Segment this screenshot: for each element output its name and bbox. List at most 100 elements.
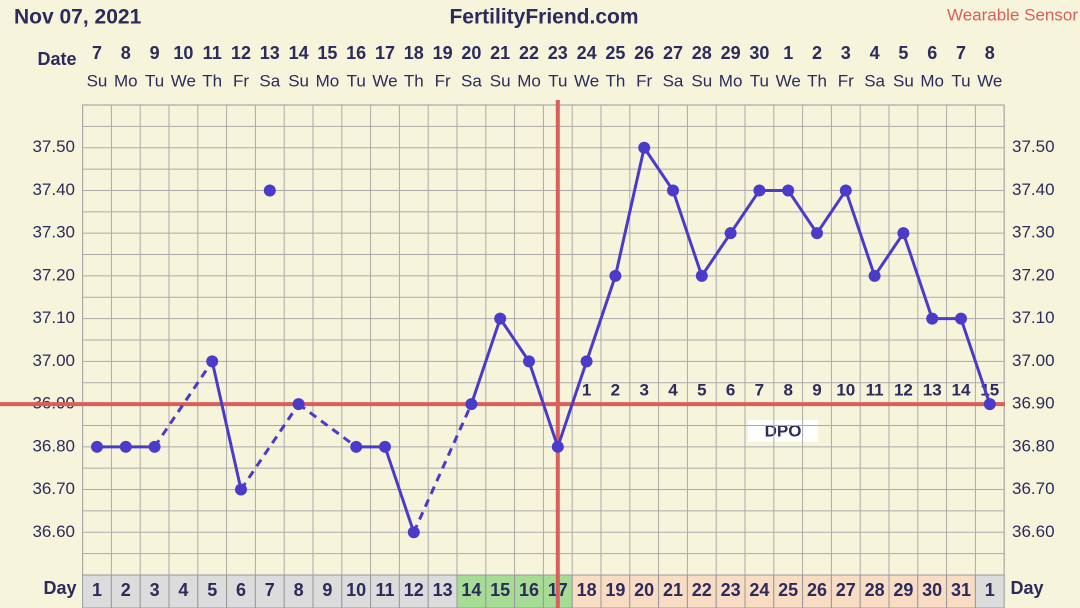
y-tick-label-right: 37.50	[1012, 137, 1055, 156]
temp-point	[379, 440, 391, 453]
day-number: 6	[236, 580, 246, 600]
day-cell	[946, 574, 976, 608]
weekday: We	[171, 71, 196, 90]
day-cell	[773, 574, 804, 608]
date-number: 18	[404, 43, 424, 63]
dashed-connector	[239, 403, 300, 491]
y-tick-label: 37.30	[32, 223, 75, 242]
day-number: 19	[605, 580, 625, 600]
temp-point	[350, 440, 363, 453]
dashed-connector	[153, 360, 214, 448]
weekday: Mo	[719, 71, 743, 90]
temp-point	[667, 184, 679, 197]
weekday: Th	[404, 71, 424, 90]
temp-point	[868, 269, 881, 282]
dpo-label: DPO	[765, 421, 802, 440]
dpo-number: 3	[639, 380, 648, 399]
day-number: 20	[634, 580, 654, 600]
y-tick-label-right: 36.90	[1012, 394, 1055, 413]
temp-point	[811, 227, 823, 240]
date-number: 8	[121, 43, 131, 63]
temp-point	[839, 184, 852, 197]
date-number: 29	[721, 43, 741, 63]
dpo-number: 4	[668, 380, 678, 399]
day-number: 30	[922, 580, 942, 600]
weekday: We	[372, 71, 397, 90]
day-cell	[802, 574, 832, 608]
date-number: 22	[519, 43, 539, 63]
dpo-number: 5	[697, 380, 706, 399]
temp-point	[292, 398, 305, 411]
temp-point	[955, 312, 967, 325]
temp-line	[210, 361, 243, 490]
day-cell	[226, 574, 256, 608]
day-label: Day	[1010, 578, 1043, 598]
date-number: 6	[927, 43, 937, 63]
date-number: 11	[203, 43, 222, 63]
day-cell	[859, 574, 890, 608]
day-cell	[312, 574, 343, 608]
dpo-number: 11	[866, 380, 884, 399]
temp-point	[695, 269, 708, 282]
temp-point	[206, 355, 219, 368]
day-number: 13	[433, 580, 453, 600]
date-number: 15	[317, 43, 337, 63]
weekday: Mo	[920, 71, 944, 90]
day-number: 1	[985, 580, 995, 600]
date-number: 17	[375, 43, 395, 63]
y-tick-label: 37.50	[32, 137, 75, 156]
day-number: 24	[749, 580, 769, 600]
date-number: 4	[870, 43, 880, 63]
date-number: 13	[260, 43, 280, 63]
weekday: Su	[691, 71, 712, 90]
day-cell	[600, 574, 631, 608]
y-tick-label: 37.20	[32, 265, 75, 284]
day-number: 4	[178, 580, 188, 600]
day-number: 5	[207, 580, 217, 600]
temp-point	[983, 398, 996, 411]
date-number: 23	[548, 43, 568, 63]
day-cell	[974, 574, 1005, 608]
dpo-number: 9	[812, 380, 821, 399]
y-tick-label-right: 36.60	[1012, 522, 1055, 541]
temp-point	[494, 312, 507, 325]
date-number: 20	[461, 43, 481, 63]
date-number: 2	[812, 43, 822, 63]
day-number: 16	[519, 580, 539, 600]
temp-point	[119, 440, 132, 453]
date-number: 10	[173, 43, 193, 63]
day-number: 8	[294, 580, 304, 600]
data-source: Wearable Sensor	[947, 5, 1078, 24]
day-number: 25	[778, 580, 798, 600]
date-number: 7	[956, 43, 966, 63]
y-tick-label-right: 36.70	[1012, 479, 1055, 498]
weekday: We	[977, 71, 1002, 90]
weekday: Fr	[636, 71, 652, 90]
dpo-number: 1	[582, 380, 591, 399]
y-tick-label: 37.00	[32, 351, 75, 370]
date-number: 9	[150, 43, 160, 63]
day-number: 21	[663, 580, 683, 600]
weekday: Mo	[517, 71, 541, 90]
day-number: 26	[807, 580, 827, 600]
date-number: 1	[783, 43, 793, 63]
day-number: 2	[121, 580, 131, 600]
weekday: Th	[605, 71, 625, 90]
weekday: Sa	[864, 71, 885, 90]
y-tick-label: 37.10	[32, 308, 75, 327]
weekday: Tu	[145, 71, 164, 90]
weekday: Th	[807, 71, 827, 90]
y-tick-label: 37.40	[32, 180, 75, 199]
temp-point	[782, 184, 795, 197]
temp-point	[235, 483, 247, 496]
date-number: 25	[605, 43, 625, 63]
temp-point	[407, 526, 420, 539]
date-number: 27	[663, 43, 683, 63]
weekday: Fr	[233, 71, 249, 90]
chart-date: Nov 07, 2021	[14, 6, 142, 29]
date-number: 5	[898, 43, 908, 63]
site-title: FertilityFriend.com	[449, 6, 638, 29]
day-number: 12	[404, 580, 424, 600]
weekday: Fr	[435, 71, 451, 90]
